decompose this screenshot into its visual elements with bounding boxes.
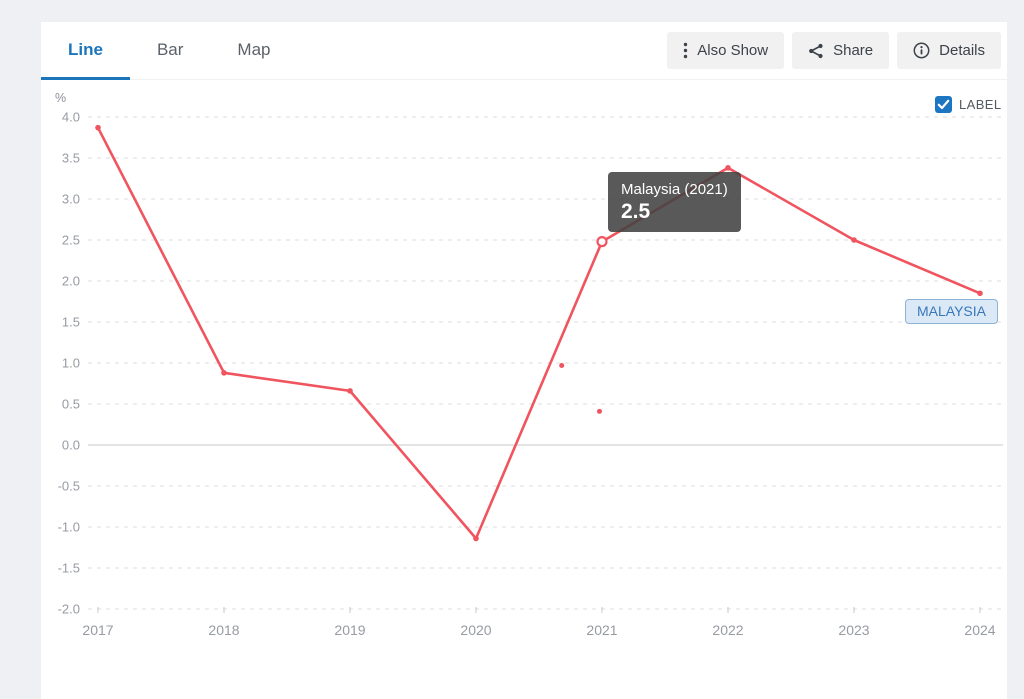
- toolbar: Also Show Share: [667, 32, 1001, 69]
- svg-text:0.5: 0.5: [62, 397, 80, 412]
- svg-text:2018: 2018: [208, 622, 239, 638]
- kebab-menu-icon: [683, 42, 688, 59]
- label-checkbox-text: LABEL: [959, 97, 1002, 112]
- also-show-label: Also Show: [697, 42, 769, 59]
- svg-text:2024: 2024: [964, 622, 995, 638]
- tab-line[interactable]: Line: [41, 22, 130, 80]
- svg-text:2.0: 2.0: [62, 274, 80, 289]
- tab-map[interactable]: Map: [237, 39, 271, 59]
- svg-text:2.5: 2.5: [62, 233, 80, 248]
- svg-text:0.0: 0.0: [62, 438, 80, 453]
- svg-text:2022: 2022: [712, 622, 743, 638]
- svg-text:3.5: 3.5: [62, 151, 80, 166]
- details-button[interactable]: Details: [897, 32, 1001, 69]
- series-badge-malaysia[interactable]: MALAYSIA: [905, 299, 998, 324]
- svg-text:-1.0: -1.0: [58, 520, 80, 535]
- checkbox-checked-icon[interactable]: [935, 96, 952, 113]
- tab-bar[interactable]: Bar: [156, 39, 184, 59]
- svg-text:-2.0: -2.0: [58, 602, 80, 617]
- chart-card: Line Bar Map Also Show: [41, 22, 1007, 699]
- line-chart-canvas[interactable]: 4.0 3.5 3.0 2.5 2.0 1.5 1.0 0.5 0.0 -0.5 -1.0 -1.5 -…: [41, 22, 1007, 699]
- share-button[interactable]: Share: [792, 32, 890, 69]
- svg-text:2017: 2017: [82, 622, 113, 638]
- view-tabs: Line Bar Map: [41, 22, 1007, 80]
- chart-area: 4.0 3.5 3.0 2.5 2.0 1.5 1.0 0.5 0.0 -0.5 -1.0 -1.5 -…: [41, 80, 1007, 698]
- svg-text:-1.5: -1.5: [58, 561, 80, 576]
- share-label: Share: [833, 42, 874, 59]
- svg-text:1.0: 1.0: [62, 356, 80, 371]
- svg-text:3.0: 3.0: [62, 192, 80, 207]
- svg-text:-0.5: -0.5: [58, 479, 80, 494]
- svg-text:4.0: 4.0: [62, 110, 80, 125]
- details-label: Details: [939, 42, 985, 59]
- svg-text:2019: 2019: [334, 622, 365, 638]
- also-show-button[interactable]: Also Show: [667, 32, 785, 69]
- svg-text:1.5: 1.5: [62, 315, 80, 330]
- label-checkbox-control[interactable]: LABEL: [935, 96, 1001, 113]
- info-icon: [913, 42, 930, 59]
- svg-text:2023: 2023: [838, 622, 869, 638]
- chart-header: Line Bar Map Also Show: [41, 22, 1007, 80]
- svg-text:2021: 2021: [586, 622, 617, 638]
- svg-text:2020: 2020: [460, 622, 491, 638]
- share-icon: [808, 43, 824, 59]
- svg-text:%: %: [55, 91, 66, 105]
